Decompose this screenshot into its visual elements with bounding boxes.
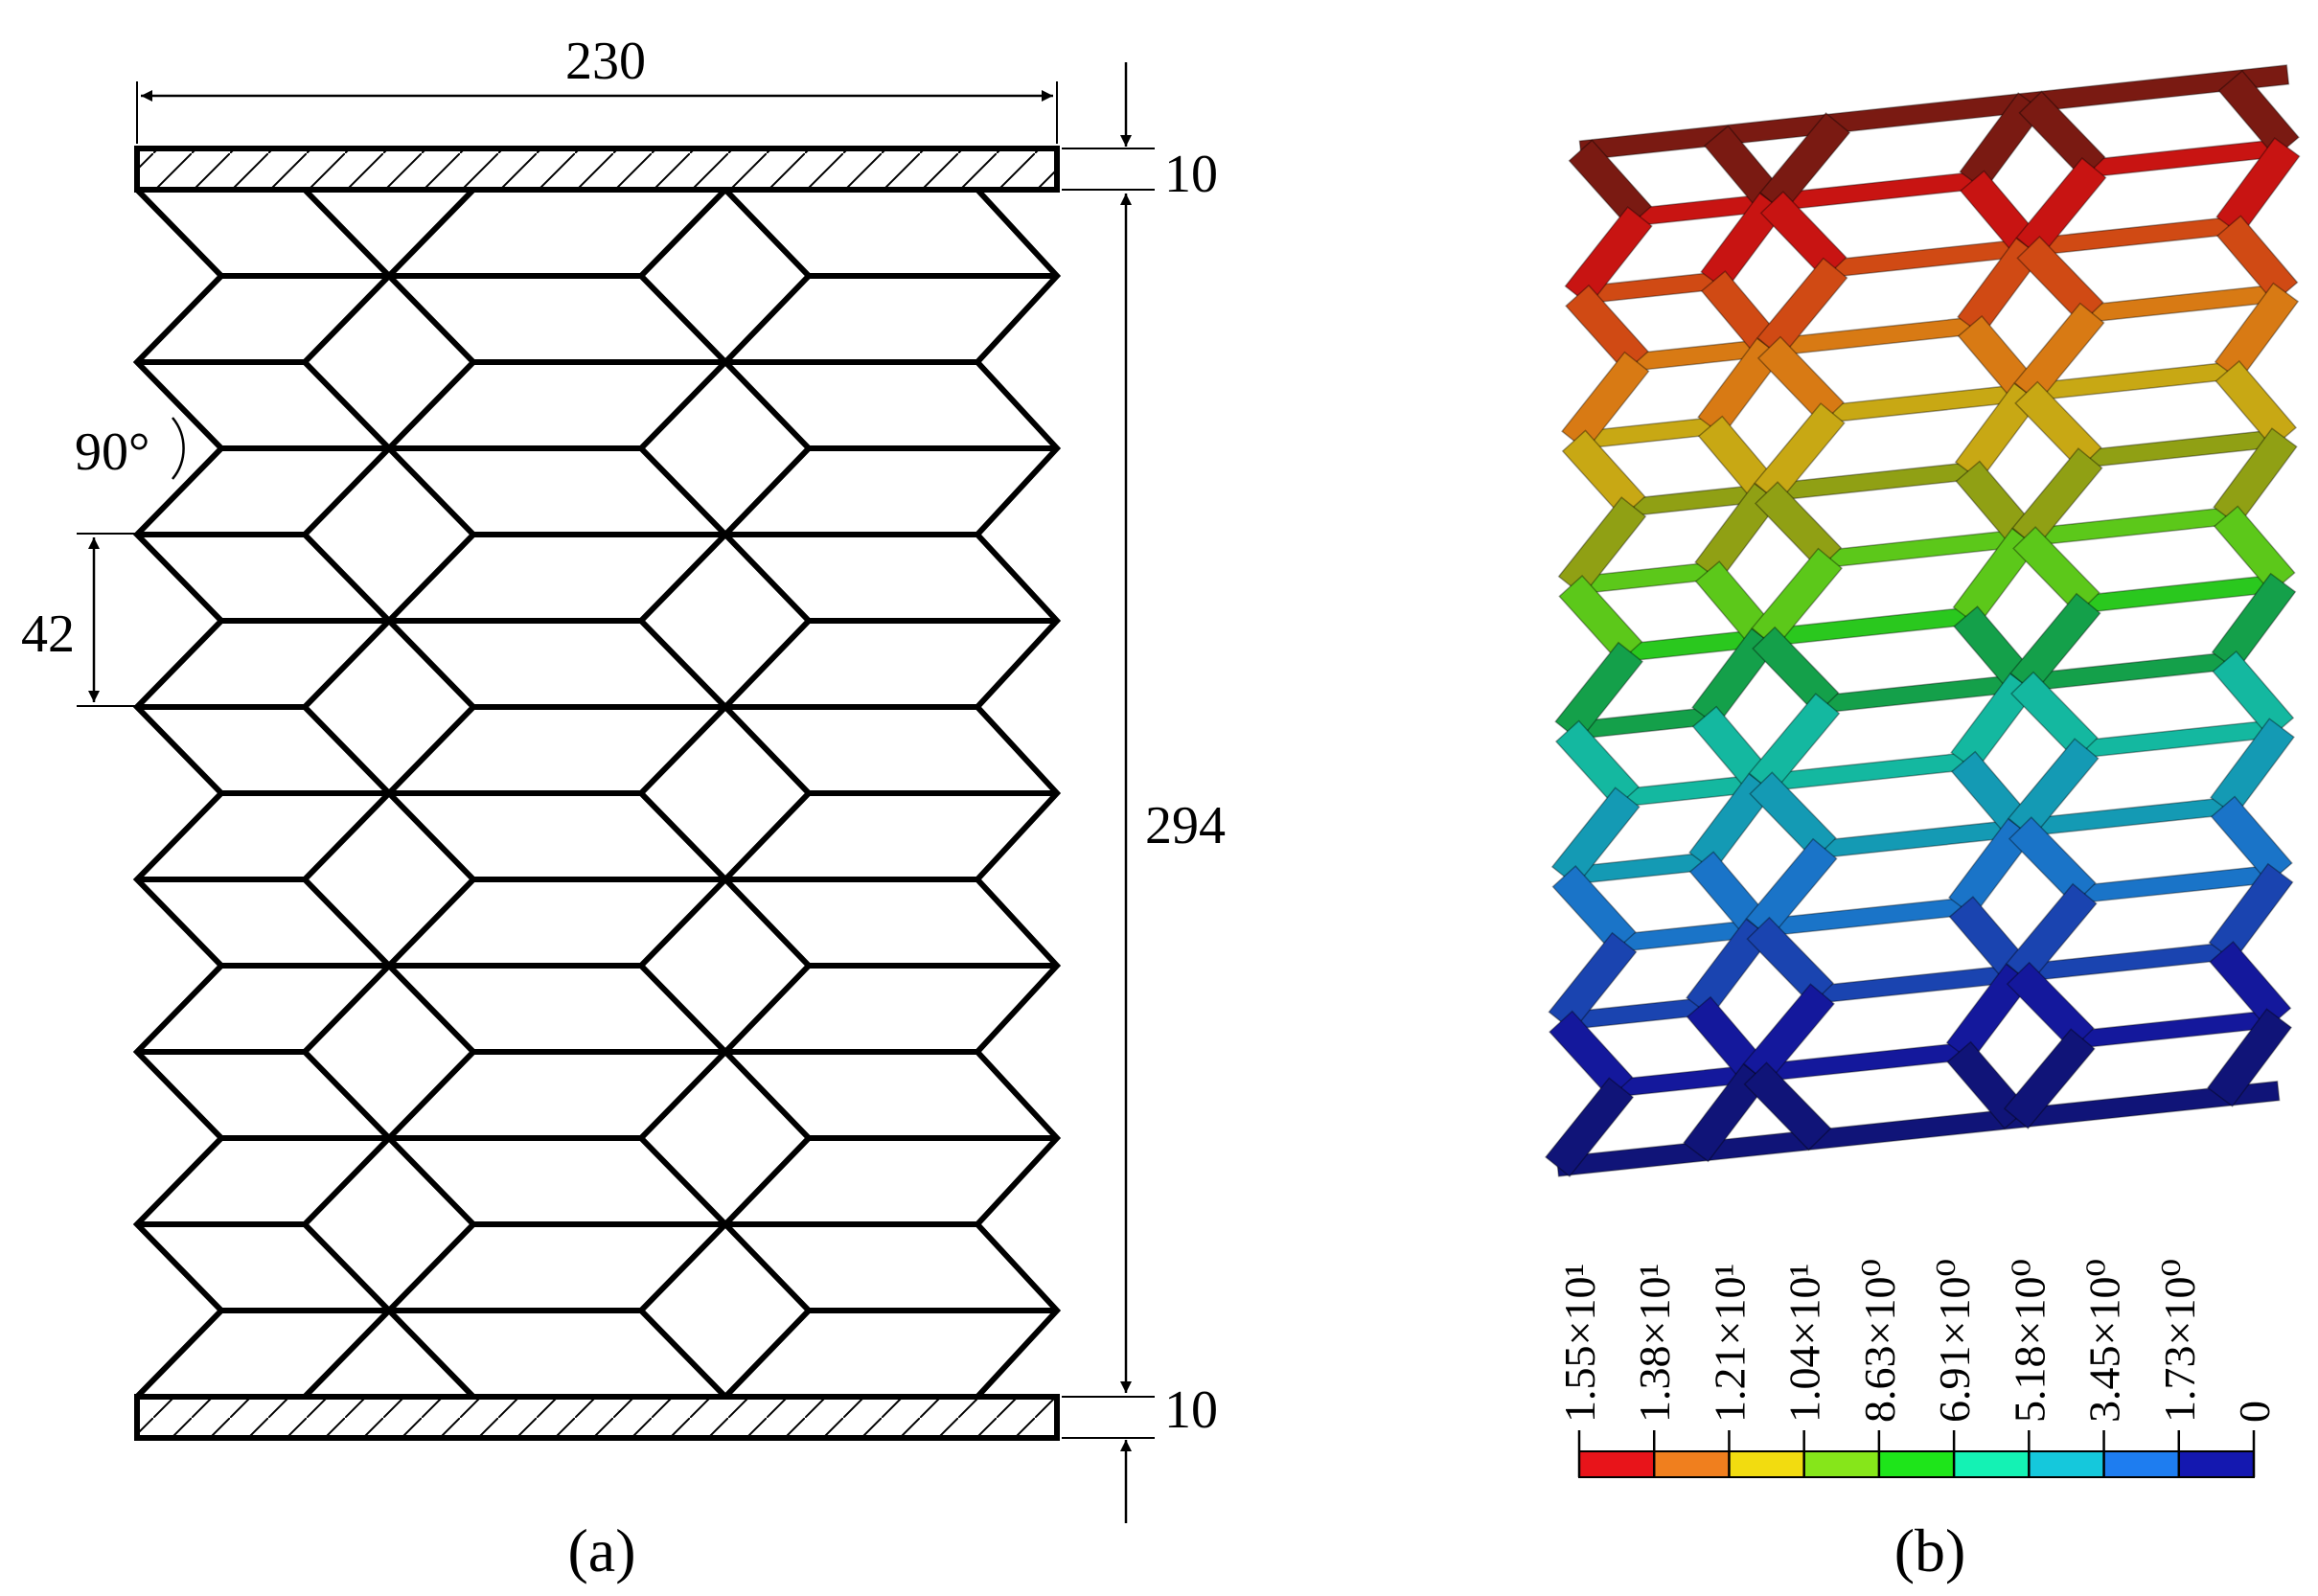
legend-swatch xyxy=(1878,1451,1955,1477)
model-strut xyxy=(2006,961,2095,1051)
cell-height-label: 42 xyxy=(21,604,75,664)
legend-swatch xyxy=(1579,1451,1655,1477)
model-strut xyxy=(1746,916,1835,1006)
model-strut xyxy=(1549,1010,1634,1100)
model-strut xyxy=(2215,359,2298,449)
bottom-plate-label: 10 xyxy=(1164,1380,1218,1440)
legend-swatch xyxy=(2103,1451,2179,1477)
legend-label: 1.55×10¹ xyxy=(1555,1264,1604,1423)
panel-a: 230 10 294 10 42 90° (a) xyxy=(21,32,1226,1585)
legend-swatch xyxy=(1954,1451,2030,1477)
model-strut xyxy=(2012,526,2100,616)
legend-label: 6.91×10⁰ xyxy=(1930,1259,1979,1423)
lattice-wall xyxy=(132,187,226,1400)
bottom-plate xyxy=(134,1394,1060,1441)
legend-swatch xyxy=(1654,1451,1730,1477)
model-strut xyxy=(2016,236,2104,325)
angle-arc xyxy=(172,417,185,480)
model-strut xyxy=(2014,380,2102,470)
legend-swatch xyxy=(2029,1451,2104,1477)
model-strut xyxy=(2209,941,2292,1030)
lattice-wall xyxy=(721,187,814,1400)
legend-label: 3.45×10⁰ xyxy=(2080,1259,2129,1423)
model-strut xyxy=(2206,1008,2293,1107)
model-strut xyxy=(1752,626,1840,716)
model-strut xyxy=(2003,1028,2096,1129)
model-strut xyxy=(1565,284,1649,374)
top-plate-label: 10 xyxy=(1164,145,1218,204)
panel-b-caption: (b) xyxy=(1894,1516,1966,1585)
height-label: 294 xyxy=(1145,796,1226,855)
model-strut xyxy=(2008,816,2097,906)
top-plate xyxy=(134,146,1060,193)
legend-label: 1.73×10⁰ xyxy=(2155,1259,2204,1423)
model-strut xyxy=(1551,865,1637,954)
model-strut xyxy=(2018,90,2106,180)
model-strut xyxy=(2009,671,2099,761)
model-strut xyxy=(2215,215,2299,304)
legend-label: 1.21×10¹ xyxy=(1705,1264,1754,1423)
panel-a-caption: (a) xyxy=(567,1516,635,1585)
panel-b: 1.55×10¹ 1.38×10¹ 1.21×10¹ 1.04×10¹ 8.63×10⁰… xyxy=(1544,64,2301,1585)
legend-label: 5.18×10⁰ xyxy=(2005,1259,2054,1423)
legend-swatch xyxy=(1803,1451,1879,1477)
legend-swatch xyxy=(1729,1451,1804,1477)
model-strut xyxy=(1554,719,1641,809)
model-strut xyxy=(2212,650,2295,740)
model-strut xyxy=(1578,64,2290,161)
legend-swatch xyxy=(2178,1451,2254,1477)
width-label: 230 xyxy=(565,32,646,91)
model-strut xyxy=(1749,771,1837,861)
model-strut xyxy=(1756,335,1846,425)
model-strut xyxy=(1555,1080,2281,1177)
lattice-wall xyxy=(636,187,730,1400)
model-strut xyxy=(1544,1077,1635,1177)
model-strut xyxy=(2210,795,2293,884)
re-entrant-lattice xyxy=(132,187,1062,1400)
model-strut xyxy=(1558,574,1643,664)
stress-legend: 1.55×10¹ 1.38×10¹ 1.21×10¹ 1.04×10¹ 8.63×10⁰… xyxy=(1555,1259,2279,1478)
model-strut xyxy=(2217,69,2300,159)
model-strut xyxy=(1743,1061,1832,1151)
model-strut xyxy=(1568,139,1653,228)
legend-label: 1.38×10¹ xyxy=(1630,1264,1679,1423)
model-strut xyxy=(1561,429,1646,518)
model-strut xyxy=(1759,191,1848,280)
model-strut xyxy=(2213,505,2296,594)
legend-label: 0 xyxy=(2230,1401,2279,1423)
model-strut xyxy=(1754,481,1843,571)
legend-label: 1.04×10¹ xyxy=(1780,1264,1829,1423)
legend-label: 8.63×10⁰ xyxy=(1855,1259,1904,1423)
angle-label: 90° xyxy=(75,422,149,482)
deformed-model xyxy=(1544,64,2301,1177)
